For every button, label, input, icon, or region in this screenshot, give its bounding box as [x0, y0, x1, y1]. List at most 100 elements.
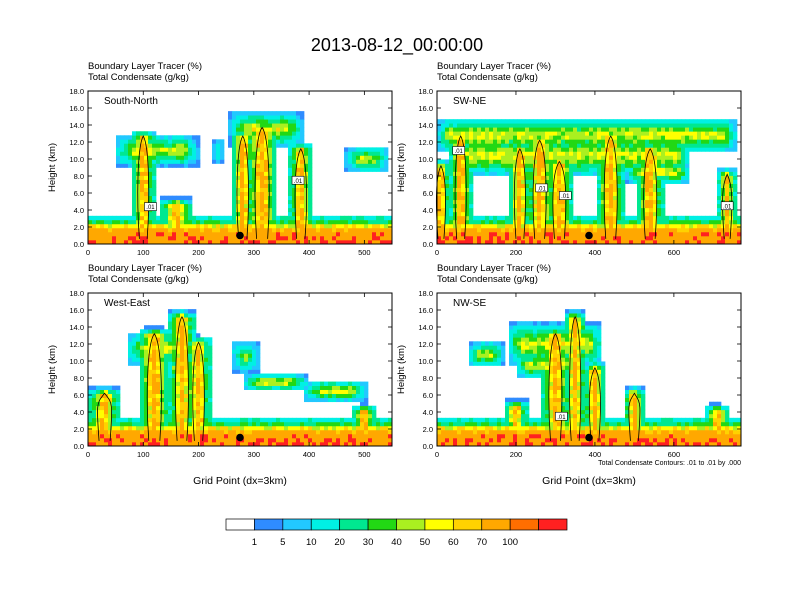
heatmap-cell — [180, 389, 185, 395]
heatmap-cell — [276, 381, 281, 386]
heatmap-cell — [260, 219, 265, 225]
heatmap-cell — [160, 325, 165, 330]
heatmap-cell — [485, 239, 490, 245]
heatmap-cell — [529, 155, 534, 160]
heatmap-cell — [140, 437, 145, 443]
heatmap-cell — [605, 163, 610, 168]
heatmap-cell — [441, 147, 446, 152]
heatmap-cell — [272, 223, 277, 229]
field-label-tracer: Boundary Layer Tracer (%) — [88, 263, 202, 274]
heatmap-cell — [485, 171, 490, 176]
heatmap-cell — [156, 413, 161, 419]
heatmap-cell — [533, 123, 538, 128]
heatmap-cell — [196, 409, 201, 415]
heatmap-cell — [533, 199, 538, 205]
heatmap-cell — [733, 131, 738, 136]
heatmap-cell — [505, 409, 510, 415]
heatmap-cell — [184, 219, 189, 225]
heatmap-cell — [156, 377, 161, 382]
heatmap-cell — [469, 417, 474, 423]
heatmap-cell — [284, 139, 289, 144]
heatmap-cell — [180, 155, 185, 160]
heatmap-cell — [449, 215, 454, 221]
heatmap-cell — [637, 195, 642, 201]
heatmap-cell — [473, 353, 478, 358]
heatmap-cell — [533, 171, 538, 176]
heatmap-cell — [316, 437, 321, 443]
heatmap-cell — [312, 239, 317, 245]
heatmap-cell — [348, 159, 353, 164]
heatmap-cell — [521, 123, 526, 128]
heatmap-cell — [585, 135, 590, 140]
heatmap-cell — [296, 159, 301, 164]
heatmap-cell — [356, 405, 361, 411]
heatmap-cell — [144, 353, 149, 358]
heatmap-cell — [304, 385, 309, 390]
heatmap-cell — [561, 199, 566, 205]
heatmap-cell — [88, 389, 93, 395]
heatmap-cell — [168, 151, 173, 156]
heatmap-cell — [477, 167, 482, 172]
heatmap-cell — [657, 203, 662, 209]
heatmap-cell — [645, 171, 650, 176]
heatmap-cell — [529, 211, 534, 217]
heatmap-cell — [445, 147, 450, 152]
heatmap-cell — [288, 147, 293, 152]
heatmap-cell — [661, 179, 666, 184]
heatmap-cell — [244, 171, 249, 176]
heatmap-cell — [493, 135, 498, 140]
heatmap-cell — [308, 441, 313, 447]
heatmap-cell — [649, 123, 654, 128]
heatmap-cell — [300, 131, 305, 136]
heatmap-cell — [184, 135, 189, 140]
heatmap-cell — [212, 441, 217, 447]
heatmap-cell — [721, 171, 726, 176]
heatmap-cell — [553, 167, 558, 172]
heatmap-cell — [489, 441, 494, 447]
heatmap-cell — [184, 235, 189, 241]
heatmap-cell — [312, 397, 317, 403]
heatmap-cell — [184, 325, 189, 330]
heatmap-cell — [252, 159, 257, 164]
heatmap-cell — [232, 155, 237, 160]
heatmap-cell — [288, 199, 293, 205]
heatmap-cell — [637, 175, 642, 180]
heatmap-cell — [288, 135, 293, 140]
heatmap-cell — [340, 429, 345, 435]
heatmap-cell — [204, 239, 209, 245]
heatmap-cell — [256, 183, 261, 188]
heatmap-cell — [569, 163, 574, 168]
heatmap-cell — [136, 131, 141, 136]
heatmap-cell — [501, 421, 506, 427]
heatmap-cell — [248, 191, 253, 197]
heatmap-cell — [280, 239, 285, 245]
heatmap-cell — [148, 211, 153, 217]
heatmap-cell — [697, 227, 702, 233]
heatmap-cell — [469, 123, 474, 128]
heatmap-cell — [581, 167, 586, 172]
heatmap-cell — [372, 163, 377, 168]
heatmap-cell — [128, 151, 133, 156]
heatmap-cell — [376, 231, 381, 237]
heatmap-cell — [216, 437, 221, 443]
heatmap-cell — [140, 171, 145, 176]
heatmap-cell — [445, 441, 450, 447]
heatmap-cell — [240, 341, 245, 346]
heatmap-cell — [300, 135, 305, 140]
heatmap-cell — [501, 215, 506, 221]
heatmap-cell — [132, 155, 137, 160]
heatmap-cell — [160, 353, 165, 358]
heatmap-cell — [645, 227, 650, 233]
heatmap-cell — [280, 441, 285, 447]
heatmap-cell — [172, 203, 177, 209]
heatmap-cell — [717, 179, 722, 184]
heatmap-cell — [561, 227, 566, 233]
heatmap-cell — [441, 119, 446, 124]
heatmap-cell — [300, 429, 305, 435]
heatmap-cell — [733, 215, 738, 221]
heatmap-cell — [352, 437, 357, 443]
heatmap-cell — [721, 123, 726, 128]
heatmap-cell — [625, 159, 630, 164]
heatmap-cell — [509, 147, 514, 152]
heatmap-cell — [208, 433, 213, 439]
